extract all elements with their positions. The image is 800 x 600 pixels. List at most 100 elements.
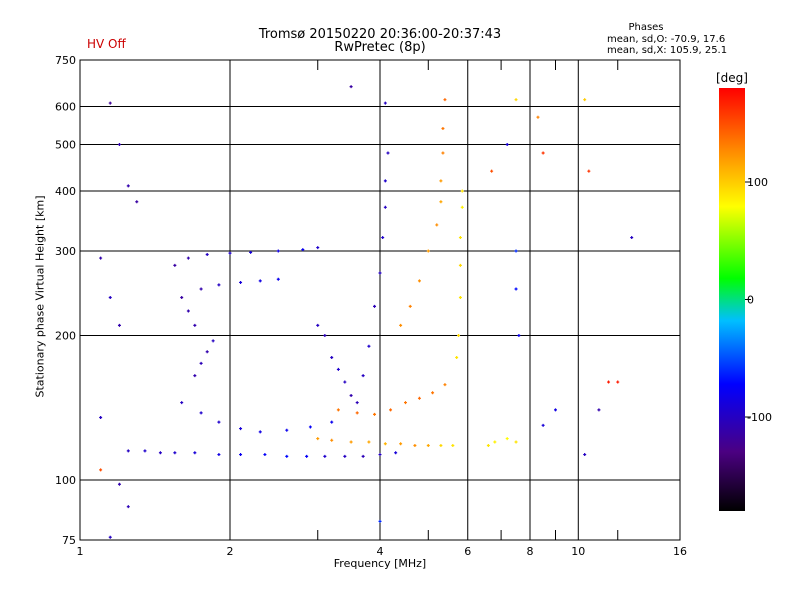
- data-point: [441, 126, 445, 130]
- y-tick-labels: 75 100 200 300 400 500 600 750: [55, 54, 76, 547]
- data-point: [180, 296, 184, 300]
- data-point: [355, 401, 359, 405]
- data-point: [399, 442, 403, 446]
- phases-x-stats: mean, sd,X: 105.9, 25.1: [607, 45, 728, 56]
- data-point: [536, 115, 540, 119]
- y-tick-label: 100: [55, 474, 76, 487]
- data-point: [173, 263, 177, 267]
- data-point: [330, 355, 334, 359]
- data-point: [108, 101, 112, 105]
- data-point: [378, 271, 382, 275]
- data-point: [426, 249, 430, 253]
- data-point: [607, 380, 611, 384]
- data-point: [349, 394, 353, 398]
- data-point: [158, 451, 162, 455]
- data-point: [431, 391, 435, 395]
- data-point: [408, 304, 412, 308]
- data-point: [514, 98, 518, 102]
- x-tick-label: 8: [527, 545, 534, 558]
- data-point: [367, 440, 371, 444]
- data-point: [367, 344, 371, 348]
- data-point: [394, 451, 398, 455]
- grid: [79, 59, 681, 541]
- data-point: [505, 143, 509, 147]
- x-tick-label: 6: [464, 545, 471, 558]
- data-point: [316, 437, 320, 441]
- data-point: [276, 277, 280, 281]
- data-point: [199, 411, 203, 415]
- data-point: [285, 454, 289, 458]
- data-point: [517, 334, 521, 338]
- data-point: [439, 179, 443, 183]
- data-point: [217, 420, 221, 424]
- data-point: [349, 85, 353, 89]
- plot-title: Tromsø 20150220 20:36:00-20:37:43: [258, 27, 502, 42]
- data-point: [330, 420, 334, 424]
- data-point: [616, 380, 620, 384]
- data-point: [587, 169, 591, 173]
- data-points: [99, 85, 634, 539]
- data-point: [386, 151, 390, 155]
- data-point: [443, 98, 447, 102]
- data-point: [435, 223, 439, 227]
- data-point: [258, 279, 262, 283]
- x-tick-label: 1: [77, 545, 84, 558]
- data-point: [455, 355, 459, 359]
- data-point: [541, 151, 545, 155]
- data-point: [486, 444, 490, 448]
- data-point: [249, 250, 253, 254]
- data-point: [143, 449, 147, 453]
- data-point: [378, 453, 382, 457]
- data-point: [458, 296, 462, 300]
- data-point: [205, 253, 209, 257]
- data-point: [336, 367, 340, 371]
- data-point: [417, 279, 421, 283]
- y-tick-label: 300: [55, 245, 76, 258]
- data-point: [193, 374, 197, 378]
- data-point: [361, 374, 365, 378]
- data-point: [553, 408, 557, 412]
- data-point: [343, 380, 347, 384]
- data-point: [514, 440, 518, 444]
- data-point: [583, 453, 587, 457]
- data-point: [239, 453, 243, 457]
- x-tick-label: 2: [227, 545, 234, 558]
- data-point: [126, 505, 130, 509]
- data-point: [305, 454, 309, 458]
- data-point: [383, 179, 387, 183]
- data-point: [211, 339, 215, 343]
- colorbar-tick-label: 100: [747, 176, 768, 189]
- data-point: [403, 401, 407, 405]
- data-point: [541, 423, 545, 427]
- data-point: [117, 323, 121, 327]
- colorbar-ticks: 100 0 -100: [745, 176, 772, 424]
- data-point: [126, 449, 130, 453]
- data-point: [108, 296, 112, 300]
- y-tick-label: 400: [55, 185, 76, 198]
- data-point: [316, 246, 320, 250]
- data-point: [349, 440, 353, 444]
- data-point: [285, 428, 289, 432]
- data-point: [193, 451, 197, 455]
- data-point: [361, 454, 365, 458]
- data-point: [490, 169, 494, 173]
- data-point: [460, 205, 464, 209]
- x-axis-label: Frequency [MHz]: [333, 557, 427, 570]
- data-point: [99, 415, 103, 419]
- phases-o-stats: mean, sd,O: -70.9, 17.6: [607, 34, 726, 45]
- data-point: [217, 453, 221, 457]
- data-point: [343, 454, 347, 458]
- data-point: [199, 287, 203, 291]
- data-point: [276, 249, 280, 253]
- hv-status: HV Off: [87, 37, 126, 51]
- data-point: [493, 440, 497, 444]
- phases-heading: Phases: [628, 22, 664, 33]
- data-point: [301, 248, 305, 252]
- data-point: [441, 151, 445, 155]
- data-point: [180, 401, 184, 405]
- data-point: [389, 408, 393, 412]
- data-point: [373, 412, 377, 416]
- data-point: [108, 535, 112, 539]
- data-point: [458, 263, 462, 267]
